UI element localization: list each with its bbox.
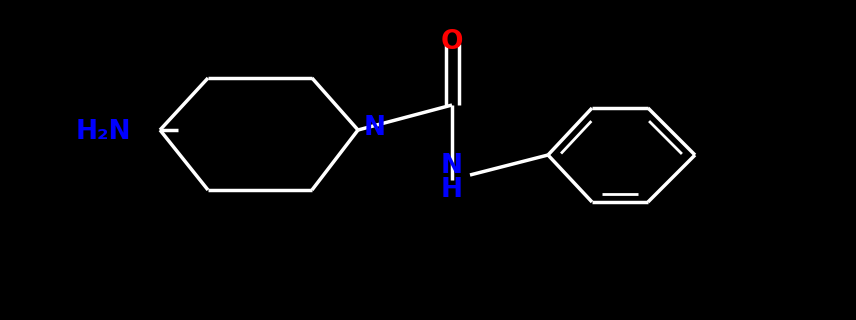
Text: O: O xyxy=(441,29,463,55)
Text: N: N xyxy=(364,115,386,141)
Text: N
H: N H xyxy=(441,153,463,203)
Text: H₂N: H₂N xyxy=(75,119,131,145)
